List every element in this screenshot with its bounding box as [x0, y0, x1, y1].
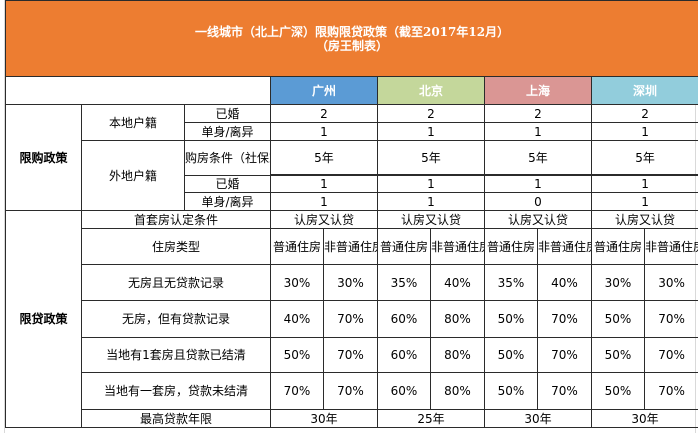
cell-local-single-shenzhen: 1 — [590, 122, 698, 141]
cell-r3-guangzhou-regular: 70% — [270, 372, 324, 410]
city-header-beijing: 北京 — [377, 76, 485, 105]
row-label-married: 已婚 — [184, 104, 271, 123]
cell-first-home-shenzhen: 认房又认贷 — [590, 210, 698, 229]
cell-local-married-shenzhen: 2 — [590, 104, 698, 123]
cell-r1-shanghai-regular: 50% — [484, 300, 538, 338]
cell-r3-shenzhen-nonregular: 70% — [643, 372, 698, 410]
cell-local-married-guangzhou: 2 — [270, 104, 378, 123]
cell-max-term-shanghai: 30年 — [484, 409, 592, 428]
row-label-housing-type: 住房类型 — [81, 228, 271, 265]
housing-type-regular-guangzhou: 普通住房 — [270, 228, 324, 265]
cell-max-term-guangzhou: 30年 — [270, 409, 378, 428]
cell-nonlocal-single-shanghai: 0 — [484, 192, 592, 211]
cell-r3-shenzhen-regular: 50% — [591, 372, 645, 410]
cell-r2-beijing-nonregular: 80% — [430, 337, 485, 373]
cell-nonlocal-single-shenzhen: 1 — [590, 192, 698, 211]
cell-r1-guangzhou-regular: 40% — [270, 300, 324, 338]
cell-r1-beijing-nonregular: 80% — [430, 300, 485, 338]
cell-local-single-beijing: 1 — [377, 122, 485, 141]
cell-r2-guangzhou-nonregular: 70% — [323, 337, 378, 373]
policy-table: 一线城市（北上广深）限购限贷政策（截至2017年12月） （房王制表） 广州 北… — [4, 0, 698, 428]
cell-r2-beijing-regular: 60% — [377, 337, 431, 373]
cell-r3-beijing-regular: 60% — [377, 372, 431, 410]
cell-r2-shanghai-nonregular: 70% — [537, 337, 592, 373]
cell-nonlocal-single-beijing: 1 — [377, 192, 485, 211]
cell-r3-guangzhou-nonregular: 70% — [323, 372, 378, 410]
cell-r3-shanghai-regular: 50% — [484, 372, 538, 410]
housing-type-nonregular-beijing: 非普通住房 — [430, 228, 485, 265]
cell-first-home-beijing: 认房又认贷 — [377, 210, 485, 229]
city-header-shenzhen: 深圳 — [590, 76, 698, 105]
row-label-one-house-loan-outstanding: 当地有一套房，贷款未结清 — [81, 372, 271, 410]
cell-r3-shanghai-nonregular: 70% — [537, 372, 592, 410]
title-line-2: （房王制表） — [316, 38, 389, 53]
cell-condition-guangzhou: 5年 — [270, 140, 378, 175]
cell-local-married-shanghai: 2 — [484, 104, 592, 123]
cell-r0-guangzhou-nonregular: 30% — [323, 264, 378, 301]
cell-nonlocal-married-beijing: 1 — [377, 175, 485, 193]
local-household-label: 本地户籍 — [81, 104, 185, 141]
housing-type-regular-shenzhen: 普通住房 — [591, 228, 645, 265]
cell-r2-shenzhen-nonregular: 70% — [643, 337, 698, 373]
cell-r0-guangzhou-regular: 30% — [270, 264, 324, 301]
cell-r2-shanghai-regular: 50% — [484, 337, 538, 373]
row-label-purchase-condition: 购房条件（社保或税 — [184, 140, 271, 176]
housing-type-nonregular-shanghai: 非普通住房 — [537, 228, 592, 265]
city-header-shanghai: 上海 — [484, 76, 592, 105]
row-label-max-loan-term: 最高贷款年限 — [81, 409, 271, 428]
cell-local-single-shanghai: 1 — [484, 122, 592, 141]
cell-r0-beijing-nonregular: 40% — [430, 264, 485, 301]
cell-r0-shanghai-regular: 35% — [484, 264, 538, 301]
cell-nonlocal-married-shenzhen: 1 — [590, 175, 698, 193]
loan-section-label: 限贷政策 — [5, 210, 82, 428]
cell-max-term-beijing: 25年 — [377, 409, 485, 428]
purchase-section-label: 限购政策 — [5, 104, 82, 211]
housing-type-nonregular-shenzhen: 非普通住房 — [643, 228, 698, 265]
cell-max-term-shenzhen: 30年 — [590, 409, 698, 428]
row-label-married-nonlocal: 已婚 — [184, 175, 271, 193]
cell-r3-beijing-nonregular: 80% — [430, 372, 485, 410]
cell-nonlocal-married-shanghai: 1 — [484, 175, 592, 193]
cell-r0-shenzhen-nonregular: 30% — [643, 264, 698, 301]
city-header-guangzhou: 广州 — [270, 76, 378, 105]
housing-type-regular-shanghai: 普通住房 — [484, 228, 538, 265]
row-label-no-house-no-loan: 无房且无贷款记录 — [81, 264, 271, 301]
nonlocal-household-label: 外地户籍 — [81, 140, 185, 211]
row-label-one-house-loan-cleared: 当地有1套房且贷款已结清 — [81, 337, 271, 373]
table-title: 一线城市（北上广深）限购限贷政策（截至2017年12月） （房王制表） — [4, 0, 698, 77]
header-blank-cell — [5, 76, 271, 105]
cell-nonlocal-single-guangzhou: 1 — [270, 192, 378, 211]
title-line-1: 一线城市（北上广深）限购限贷政策（截至2017年12月） — [194, 24, 510, 39]
row-label-single: 单身/离异 — [184, 122, 271, 141]
row-label-no-house-with-loan: 无房，但有贷款记录 — [81, 300, 271, 338]
cell-nonlocal-married-guangzhou: 1 — [270, 175, 378, 193]
cell-r1-guangzhou-nonregular: 70% — [323, 300, 378, 338]
cell-r1-beijing-regular: 60% — [377, 300, 431, 338]
housing-type-nonregular-guangzhou: 非普通住房 — [323, 228, 378, 265]
row-label-single-nonlocal: 单身/离异 — [184, 192, 271, 211]
cell-r1-shenzhen-regular: 50% — [591, 300, 645, 338]
cell-condition-beijing: 5年 — [377, 140, 485, 175]
housing-type-regular-beijing: 普通住房 — [377, 228, 431, 265]
row-label-first-home: 首套房认定条件 — [81, 210, 271, 229]
cell-local-married-beijing: 2 — [377, 104, 485, 123]
cell-r0-shenzhen-regular: 30% — [591, 264, 645, 301]
cell-r0-shanghai-nonregular: 40% — [537, 264, 592, 301]
cell-first-home-shanghai: 认房又认贷 — [484, 210, 592, 229]
cell-first-home-guangzhou: 认房又认贷 — [270, 210, 378, 229]
cell-r1-shenzhen-nonregular: 70% — [643, 300, 698, 338]
cell-condition-shenzhen: 5年 — [590, 140, 698, 175]
cell-r2-shenzhen-regular: 50% — [591, 337, 645, 373]
cell-condition-shanghai: 5年 — [484, 140, 592, 175]
sheet-gridline-left — [0, 0, 5, 433]
cell-r0-beijing-regular: 35% — [377, 264, 431, 301]
cell-local-single-guangzhou: 1 — [270, 122, 378, 141]
cell-r2-guangzhou-regular: 50% — [270, 337, 324, 373]
cell-r1-shanghai-nonregular: 70% — [537, 300, 592, 338]
